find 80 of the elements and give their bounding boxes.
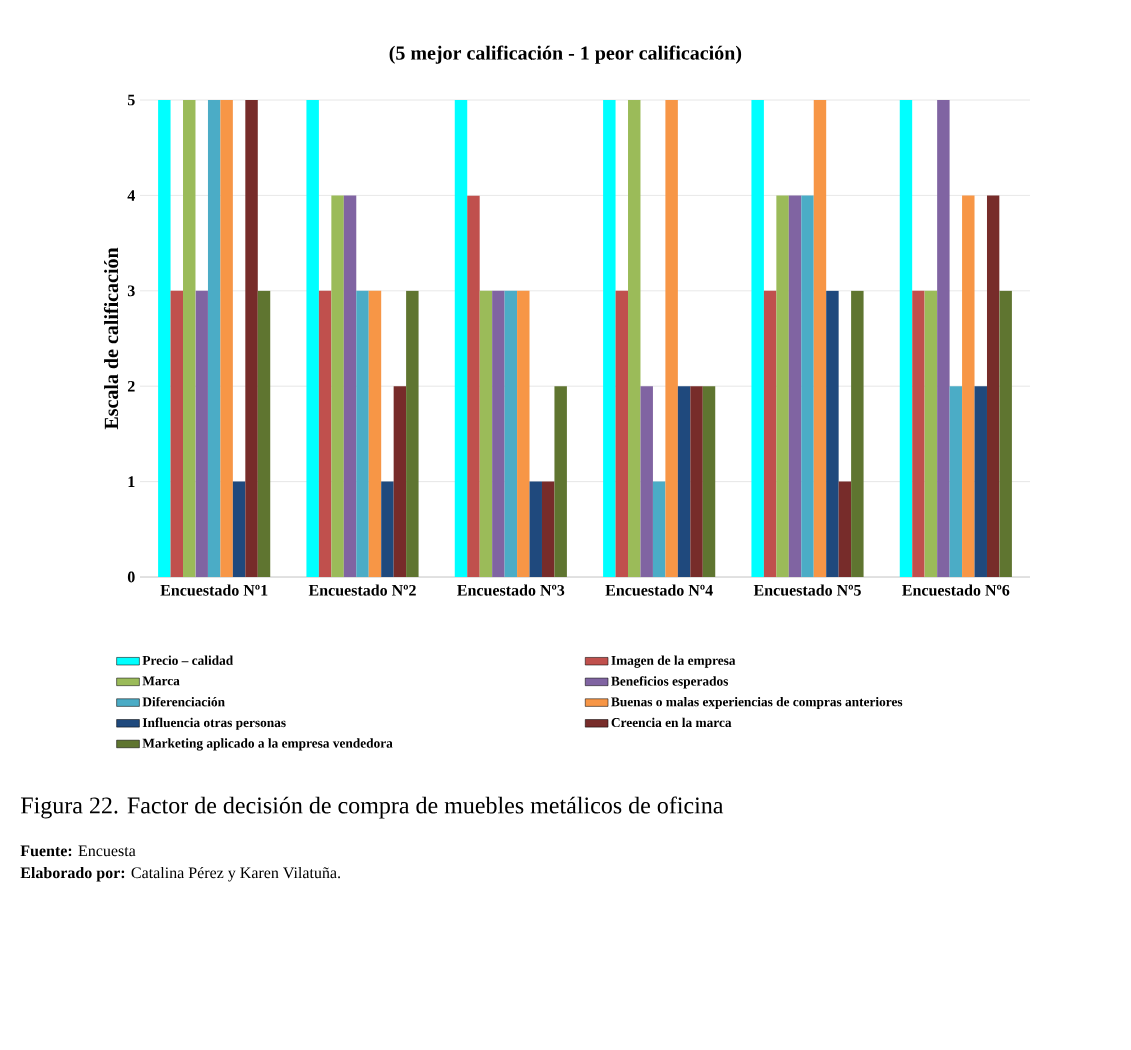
bar — [306, 100, 319, 578]
bar — [628, 100, 641, 578]
bar — [652, 481, 666, 578]
bar — [826, 290, 839, 578]
bar — [999, 290, 1012, 578]
y-tick-label: 1 — [128, 476, 135, 487]
x-tick-label: Encuestado Nº1 — [160, 584, 268, 596]
bar — [949, 386, 963, 578]
bar — [207, 100, 221, 578]
bar — [232, 481, 246, 578]
y-tick-label: 2 — [127, 380, 135, 392]
bar — [343, 195, 357, 578]
bar — [788, 195, 802, 578]
bar — [838, 481, 852, 578]
bar — [331, 195, 344, 578]
x-tick-label: Encuestado Nº3 — [457, 584, 565, 596]
legend-label: Precio – calidad — [142, 655, 234, 665]
bar — [356, 290, 369, 578]
legend-label: Influencia otras personas — [142, 717, 286, 730]
bar — [899, 100, 913, 578]
legend-label: Marca — [142, 676, 180, 686]
chart-title: (5 mejor calificación - 1 peor calificación) — [389, 45, 742, 64]
legend-label: Marketing aplicado a la empresa vendedora — [142, 738, 393, 751]
legend-label: Creencia en la marca — [611, 717, 732, 728]
y-tick-label: 0 — [127, 571, 135, 583]
legend-label: Buenas o malas experiencias de compras anteriores — [611, 696, 903, 710]
bar — [381, 481, 394, 578]
y-tick-label: 5 — [127, 94, 135, 106]
bar — [974, 386, 987, 578]
text: Figura 22. Factor de decisión de compra de muebles metálicos de oficina — [20, 796, 724, 819]
x-tick-label: Encuestado Nº6 — [902, 584, 1010, 596]
bar — [158, 100, 171, 578]
bar — [677, 386, 691, 578]
bar — [640, 386, 653, 578]
bar — [245, 100, 258, 578]
bar — [665, 100, 678, 578]
bar — [541, 481, 555, 578]
text: Elaborado por: Catalina Pérez y Karen Vilatuña. — [20, 866, 340, 882]
x-tick-label: Encuestado Nº4 — [605, 584, 713, 596]
text: Fuente: Encuesta — [20, 845, 136, 857]
bar — [690, 386, 703, 578]
bar — [554, 386, 567, 578]
legend-label: Beneficios esperados — [611, 676, 729, 689]
bar — [924, 290, 938, 578]
y-axis-title: Escala de calificación — [103, 247, 119, 430]
bar — [492, 290, 505, 578]
bar — [170, 290, 184, 578]
bar — [603, 100, 616, 578]
bar — [962, 195, 975, 578]
bar — [813, 100, 827, 578]
bar — [479, 290, 493, 578]
bar — [504, 290, 518, 578]
bar — [393, 386, 407, 578]
bar — [257, 290, 271, 578]
bar — [776, 195, 789, 578]
x-tick-label: Encuestado Nº5 — [753, 584, 861, 596]
bar — [368, 290, 382, 578]
y-tick-label: 4 — [127, 190, 135, 201]
bar — [912, 290, 925, 578]
bar — [702, 386, 716, 578]
bar — [220, 100, 233, 578]
bar — [986, 195, 1000, 578]
bar — [801, 195, 814, 578]
bar — [615, 290, 629, 578]
bar — [751, 100, 764, 578]
legend-label: Diferenciación — [142, 696, 225, 707]
bar — [183, 100, 196, 578]
bar — [467, 195, 480, 578]
bar — [517, 290, 530, 578]
bar — [763, 290, 777, 578]
bar — [937, 100, 950, 578]
bar — [454, 100, 468, 578]
bar — [529, 481, 542, 578]
bar — [195, 290, 208, 578]
bar — [318, 290, 332, 578]
legend-label: Imagen de la empresa — [611, 655, 736, 668]
y-tick-label: 3 — [127, 285, 135, 297]
bar — [851, 290, 864, 578]
bar — [406, 290, 419, 578]
x-tick-label: Encuestado Nº2 — [308, 584, 416, 596]
